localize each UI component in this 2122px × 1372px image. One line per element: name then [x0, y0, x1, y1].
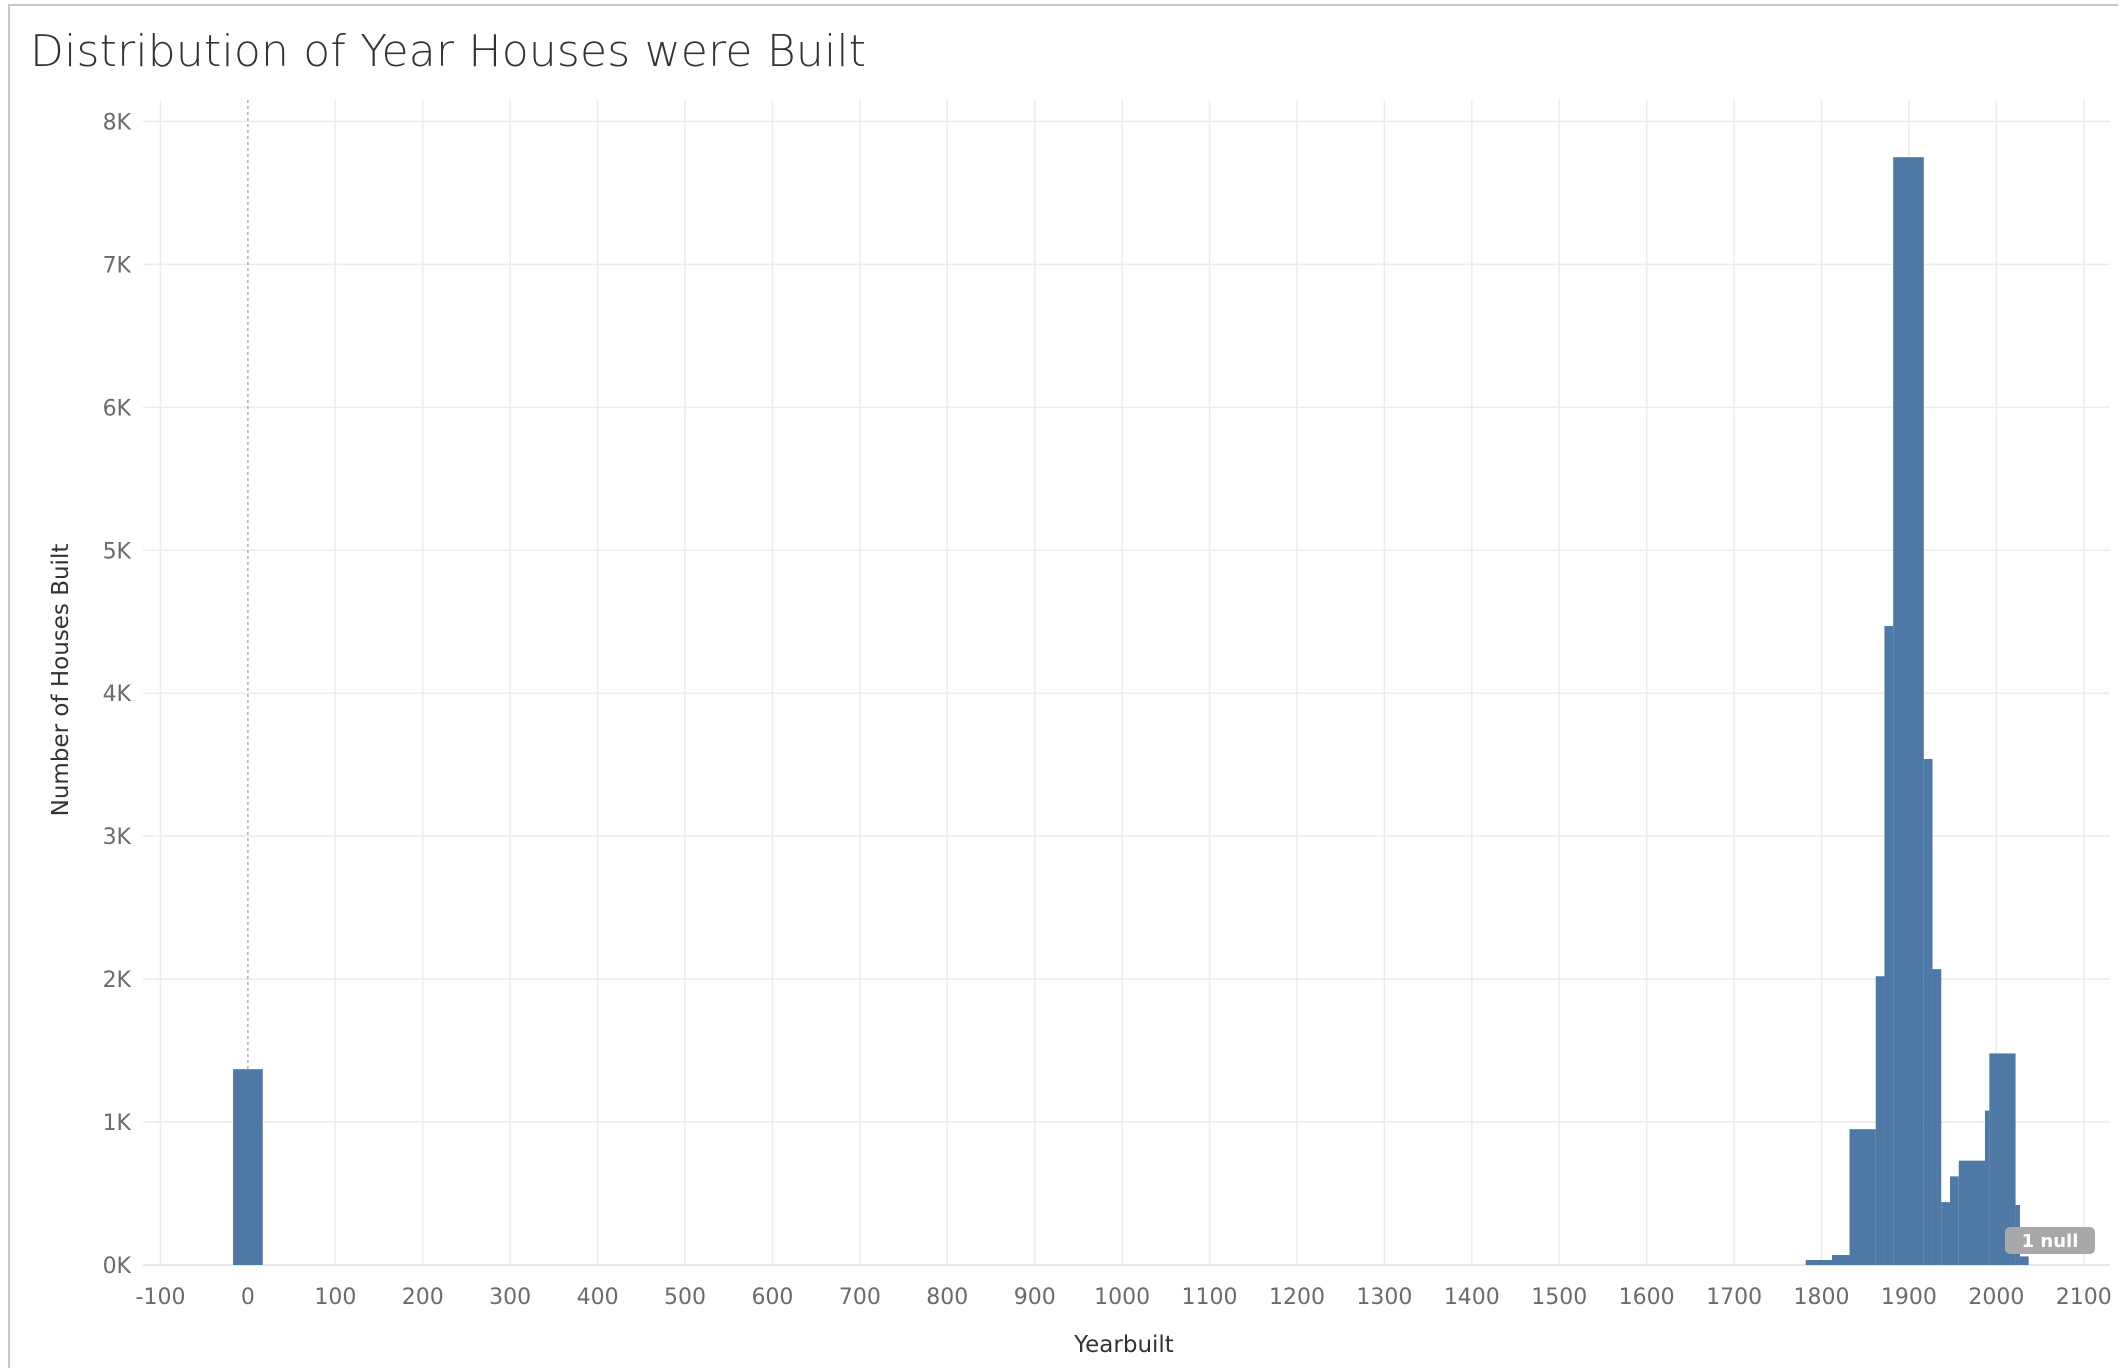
x-tick-label: 1300: [1356, 1285, 1412, 1310]
x-tick-label: 0: [241, 1285, 255, 1310]
null-indicator-label: 1 null: [2022, 1231, 2079, 1252]
y-axis-ticks: 0K 1K 2K 3K 4K 5K 6K 7K 8K: [103, 110, 132, 1279]
x-tick-label: 2000: [1968, 1285, 2024, 1310]
x-tick-label: 400: [577, 1285, 619, 1310]
x-tick-label: 300: [489, 1285, 531, 1310]
x-tick-label: 200: [402, 1285, 444, 1310]
histogram-bar[interactable]: [1875, 976, 1885, 1265]
histogram-bar[interactable]: [1923, 758, 1933, 1265]
x-tick-label: -100: [136, 1285, 186, 1310]
y-tick-label: 8K: [103, 110, 132, 135]
chart-frame: [8, 4, 2118, 1368]
null-indicator[interactable]: 1 null: [2005, 1227, 2095, 1254]
bars: [233, 157, 2029, 1265]
histogram-bar[interactable]: [1984, 1110, 1990, 1265]
histogram-bar[interactable]: [1893, 157, 1924, 1265]
histogram-bar[interactable]: [1831, 1254, 1850, 1265]
x-tick-label: 1100: [1182, 1285, 1238, 1310]
y-tick-label: 2K: [103, 968, 132, 993]
x-tick-label: 1400: [1444, 1285, 1500, 1310]
histogram-bar[interactable]: [1805, 1259, 1832, 1265]
x-tick-label: 1900: [1881, 1285, 1937, 1310]
histogram-bar[interactable]: [233, 1069, 263, 1265]
grid-lines: [143, 100, 2110, 1266]
x-tick-label: 1500: [1531, 1285, 1587, 1310]
y-tick-label: 0K: [103, 1254, 132, 1279]
x-tick-label: 1200: [1269, 1285, 1325, 1310]
histogram-bar[interactable]: [1932, 969, 1942, 1265]
y-tick-label: 3K: [103, 825, 132, 850]
histogram-bar[interactable]: [1950, 1176, 1959, 1265]
x-axis-ticks: -100 0 100 200 300 400 500 600 700 800 900 1000 1100…: [136, 1285, 2112, 1310]
x-tick-label: 1700: [1706, 1285, 1762, 1310]
y-tick-label: 5K: [103, 539, 132, 564]
x-tick-label: 1800: [1794, 1285, 1850, 1310]
null-indicator-badge[interactable]: [2005, 1227, 2095, 1254]
histogram-bar[interactable]: [1958, 1160, 1985, 1265]
y-tick-label: 7K: [103, 253, 132, 278]
y-tick-label: 4K: [103, 682, 132, 707]
x-tick-label: 1000: [1094, 1285, 1150, 1310]
y-axis-title: Number of Houses Built: [48, 544, 74, 817]
histogram-bar[interactable]: [1941, 1202, 1951, 1265]
x-tick-label: 2100: [2056, 1285, 2112, 1310]
histogram-bar[interactable]: [1849, 1129, 1876, 1265]
x-tick-label: 600: [751, 1285, 793, 1310]
histogram-bar[interactable]: [2019, 1256, 2029, 1265]
chart-title: Distribution of Year Houses were Built: [30, 26, 867, 77]
x-tick-label: 500: [664, 1285, 706, 1310]
histogram-bar[interactable]: [1884, 626, 1894, 1265]
x-tick-label: 700: [839, 1285, 881, 1310]
x-tick-label: 900: [1014, 1285, 1056, 1310]
y-tick-label: 1K: [103, 1111, 132, 1136]
x-tick-label: 100: [314, 1285, 356, 1310]
y-tick-label: 6K: [103, 396, 132, 421]
x-tick-label: 1600: [1619, 1285, 1675, 1310]
x-axis-title: Yearbuilt: [1073, 1332, 1174, 1358]
x-tick-label: 800: [926, 1285, 968, 1310]
